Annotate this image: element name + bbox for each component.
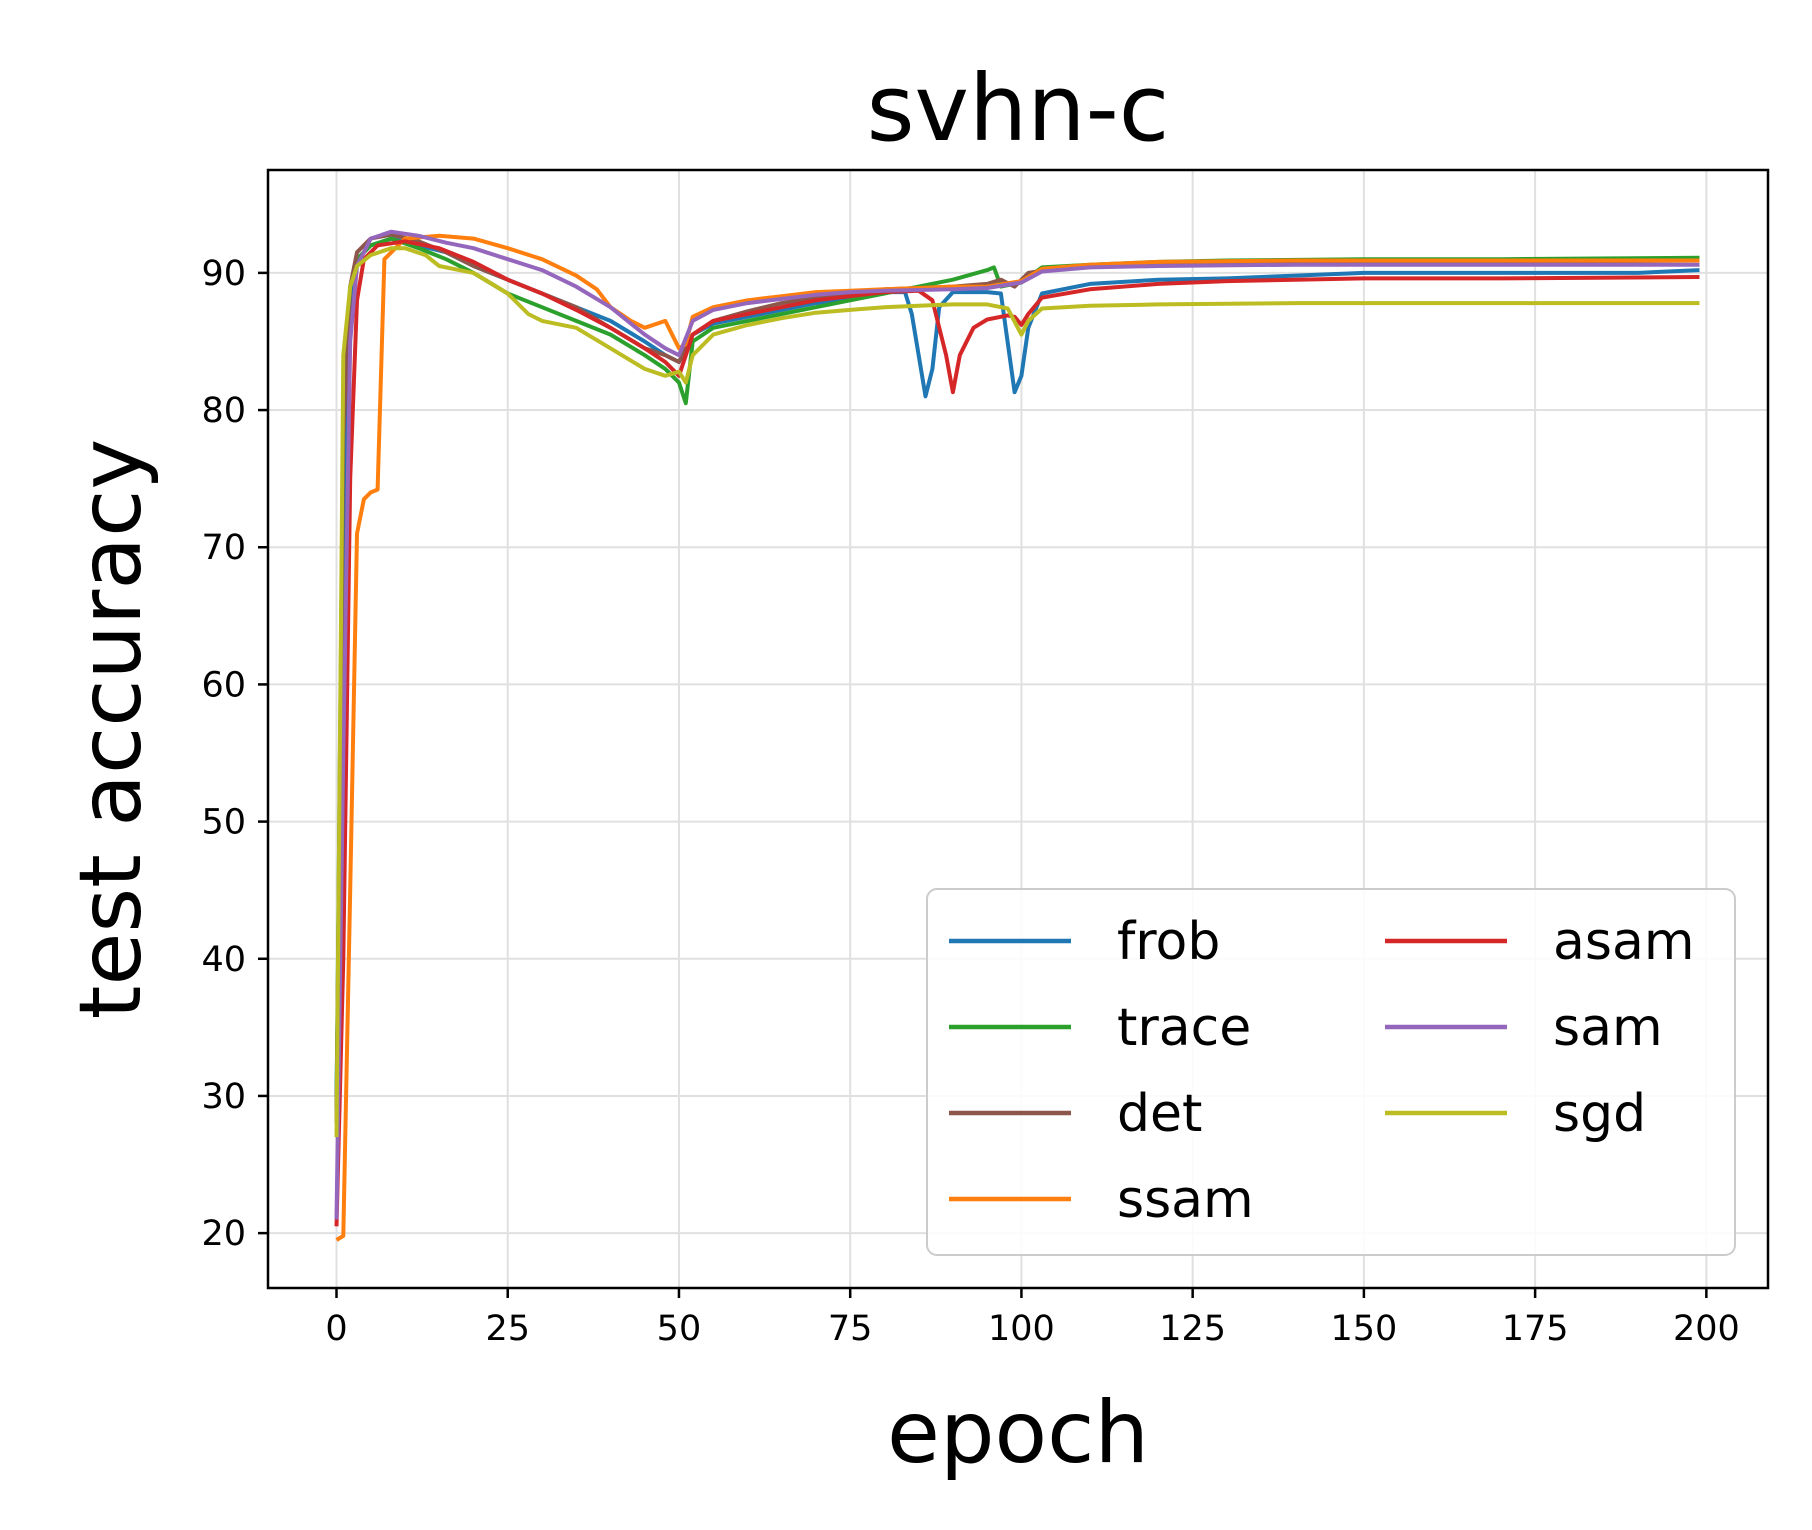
- x-tick-label: 0: [325, 1309, 347, 1349]
- legend-label-det: det: [1117, 1084, 1202, 1144]
- x-tick-label: 175: [1502, 1309, 1569, 1349]
- x-tick-label: 200: [1673, 1309, 1740, 1349]
- chart-title: svhn-c: [867, 55, 1170, 162]
- series-line-sgd: [334, 246, 1700, 1138]
- legend-label-ssam: ssam: [1117, 1170, 1254, 1230]
- legend-label-frob: frob: [1117, 912, 1220, 972]
- grid: [268, 170, 1768, 1288]
- legend-label-sgd: sgd: [1553, 1084, 1646, 1144]
- series-lines: [334, 229, 1700, 1242]
- x-tick-label: 25: [485, 1309, 530, 1349]
- y-tick-label: 60: [201, 665, 246, 705]
- legend-label-trace: trace: [1117, 998, 1251, 1058]
- axis-ticks: 0 25 50 75 100 125 150 175 200 20 30 40 50 60 70 80 90: [201, 254, 1739, 1349]
- y-tick-label: 50: [201, 803, 246, 843]
- y-axis-label: test accuracy: [61, 439, 161, 1020]
- x-tick-label: 100: [988, 1309, 1055, 1349]
- y-tick-label: 40: [201, 940, 246, 980]
- plot-frame: [266, 168, 1770, 1290]
- x-tick-label: 50: [657, 1309, 702, 1349]
- x-tick-label: 150: [1330, 1309, 1397, 1349]
- legend-box: [926, 888, 1736, 1256]
- y-tick-label: 80: [201, 391, 246, 431]
- legend: frob trace det ssam asam sam sgd: [926, 888, 1736, 1256]
- x-axis-label: epoch: [887, 1383, 1149, 1483]
- series-line-asam: [334, 239, 1700, 1227]
- x-tick-label: 125: [1159, 1309, 1226, 1349]
- legend-label-sam: sam: [1553, 998, 1663, 1058]
- legend-label-asam: asam: [1553, 912, 1694, 972]
- y-tick-label: 70: [201, 528, 246, 568]
- x-tick-label: 75: [828, 1309, 873, 1349]
- series-line-sam: [334, 229, 1700, 1220]
- y-tick-label: 20: [201, 1214, 246, 1254]
- y-tick-label: 90: [201, 254, 246, 294]
- y-tick-label: 30: [201, 1077, 246, 1117]
